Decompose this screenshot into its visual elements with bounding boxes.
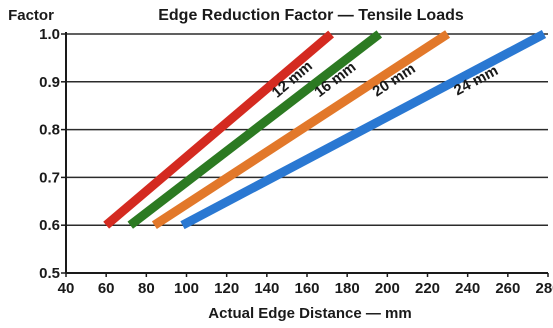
x-tick-label: 140: [254, 280, 279, 297]
x-tick-label: 100: [174, 280, 199, 297]
series-lines: [103, 30, 547, 230]
y-tick-labels: 0.5 0.6 0.7 0.8 0.9 1.0: [39, 26, 60, 282]
y-tick-label: 0.7: [39, 169, 60, 186]
y-tick-label: 0.6: [39, 217, 60, 234]
x-tick-label: 80: [138, 280, 155, 297]
y-tick-label: 0.9: [39, 74, 60, 91]
y-tick-label: 1.0: [39, 26, 60, 43]
x-tick-label: 220: [415, 280, 440, 297]
x-tick-labels: 40 60 80 100 120 140 160 180 200 220 240 260 280: [58, 280, 553, 297]
series-line-12-mm: [103, 30, 335, 229]
y-axis-label: Factor: [8, 7, 54, 24]
y-tick-label: 0.5: [39, 265, 60, 282]
x-tick-label: 160: [294, 280, 319, 297]
y-tick-label: 0.8: [39, 122, 60, 139]
axes: [61, 32, 549, 277]
x-tick-label: 120: [214, 280, 239, 297]
x-tick-label: 60: [98, 280, 115, 297]
x-axis-label: Actual Edge Distance — mm: [208, 305, 411, 322]
x-tick-label: 180: [335, 280, 360, 297]
x-tick-label: 260: [495, 280, 520, 297]
x-tick-label: 280: [535, 280, 553, 297]
x-tick-label: 240: [455, 280, 480, 297]
series-line-24-mm: [180, 30, 547, 230]
x-tick-label: 200: [375, 280, 400, 297]
chart-title: Edge Reduction Factor — Tensile Loads: [158, 7, 464, 24]
series-line-20-mm: [151, 30, 451, 229]
x-tick-label: 40: [58, 280, 75, 297]
series-line-16-mm: [127, 30, 383, 229]
